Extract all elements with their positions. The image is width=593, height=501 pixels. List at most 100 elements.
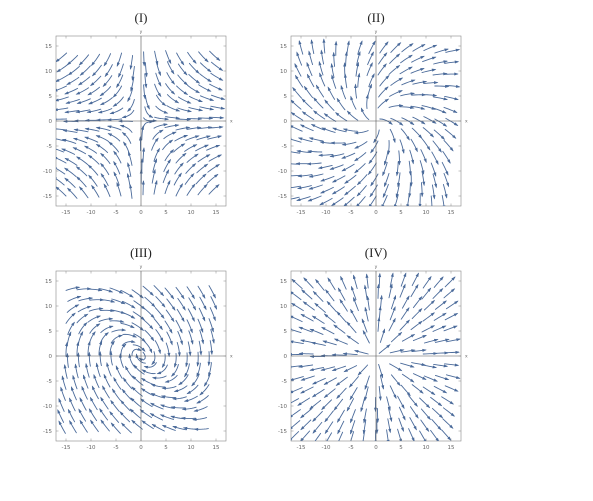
arrow-head — [219, 116, 225, 120]
arrow-head — [215, 164, 221, 168]
arrow-head — [453, 312, 459, 317]
arrow-head — [109, 111, 115, 115]
arrow-head — [400, 427, 404, 432]
arrow-head — [111, 388, 116, 393]
arrow-head — [312, 429, 317, 434]
arrow-head — [206, 88, 212, 92]
arrow-head — [156, 371, 162, 375]
arrow-head — [441, 325, 447, 329]
arrow-head — [321, 326, 326, 331]
arrow-head — [141, 377, 146, 382]
arrow-head — [210, 350, 214, 356]
arrow-head — [333, 406, 338, 411]
arrow-head — [397, 367, 403, 372]
arrow-head — [422, 181, 426, 187]
arrow-head — [191, 317, 195, 322]
arrow-head — [72, 137, 78, 141]
arrow-head — [217, 154, 223, 158]
arrow-head — [76, 101, 82, 104]
arrow-head — [295, 162, 300, 166]
arrow-head — [179, 162, 184, 167]
arrow-head — [192, 59, 197, 64]
arrow-head — [442, 300, 447, 305]
arrow-head — [167, 158, 172, 164]
arrow-head — [149, 402, 155, 407]
streamline — [291, 398, 300, 404]
arrow-head — [180, 340, 183, 346]
arrow-head — [402, 283, 406, 289]
arrow-head — [76, 295, 82, 299]
arrow-head — [130, 315, 136, 319]
arrow-head — [205, 154, 211, 158]
x-tick-label: 10 — [188, 445, 195, 451]
arrow-head — [82, 374, 86, 379]
arrow-head — [385, 75, 390, 80]
arrow-head — [418, 295, 423, 301]
arrow-head — [444, 194, 448, 199]
arrow-head — [357, 371, 362, 376]
arrow-head — [131, 386, 136, 391]
arrow-head — [451, 276, 456, 281]
arrow-head — [403, 272, 407, 278]
x-tick-label: -15 — [297, 445, 306, 451]
arrow-head — [143, 94, 147, 100]
arrow-head — [95, 126, 101, 130]
arrow-head — [113, 150, 118, 155]
arrow-head — [454, 60, 460, 64]
arrow-head — [346, 110, 351, 115]
arrow-head — [397, 42, 402, 47]
arrow-head — [180, 416, 186, 420]
arrow-head — [190, 340, 194, 345]
arrow-head — [135, 353, 139, 358]
arrow-head — [201, 294, 206, 299]
arrow-head — [324, 429, 329, 435]
streamline — [350, 431, 355, 441]
arrow-head — [67, 408, 72, 414]
arrow-head — [378, 272, 382, 278]
arrow-head — [196, 372, 200, 378]
arrow-head — [204, 144, 209, 148]
arrow-head — [310, 39, 314, 44]
arrow-head — [285, 162, 290, 165]
arrow-head — [88, 101, 93, 105]
arrow-head — [397, 161, 401, 166]
arrow-head — [442, 389, 448, 394]
arrow-head — [418, 203, 422, 206]
arrow-head — [99, 407, 103, 413]
panel-2: (II) y x -15 -10 -5 0 5 10 15 -15 -10 -5 0 5 10 15 — [278, 10, 468, 216]
arrow-head — [191, 163, 197, 168]
arrow-head — [307, 149, 312, 153]
x-tick-label: -10 — [322, 445, 331, 451]
arrow-head — [399, 121, 404, 126]
y-tick-label: 10 — [280, 69, 287, 75]
arrow-head — [356, 192, 361, 197]
arrow-head — [299, 124, 305, 128]
x-tick-label: -5 — [348, 210, 354, 216]
arrow-head — [308, 50, 312, 56]
arrow-head — [72, 374, 76, 380]
arrow-head — [435, 437, 439, 441]
arrow-head — [384, 98, 390, 103]
arrow-head — [309, 405, 314, 410]
arrow-head — [62, 129, 68, 133]
arrow-head — [118, 353, 122, 358]
arrow-head — [100, 152, 105, 157]
arrow-head — [365, 273, 369, 278]
arrow-head — [102, 385, 106, 390]
arrow-head — [341, 142, 347, 146]
arrow-head — [317, 166, 323, 170]
arrow-head — [401, 149, 405, 154]
arrow-head — [149, 291, 154, 297]
arrow-head — [291, 352, 292, 356]
y-tick-label: -5 — [47, 379, 53, 385]
arrow-head — [99, 101, 105, 106]
arrow-head — [405, 307, 410, 312]
arrow-head — [285, 150, 290, 153]
arrow-head — [133, 364, 138, 369]
arrow-head — [108, 141, 113, 146]
arrow-head — [142, 147, 146, 152]
x-tick-label: 10 — [188, 210, 195, 216]
arrow-head — [186, 100, 192, 104]
arrow-head — [342, 352, 348, 356]
arrow-head — [118, 73, 122, 78]
